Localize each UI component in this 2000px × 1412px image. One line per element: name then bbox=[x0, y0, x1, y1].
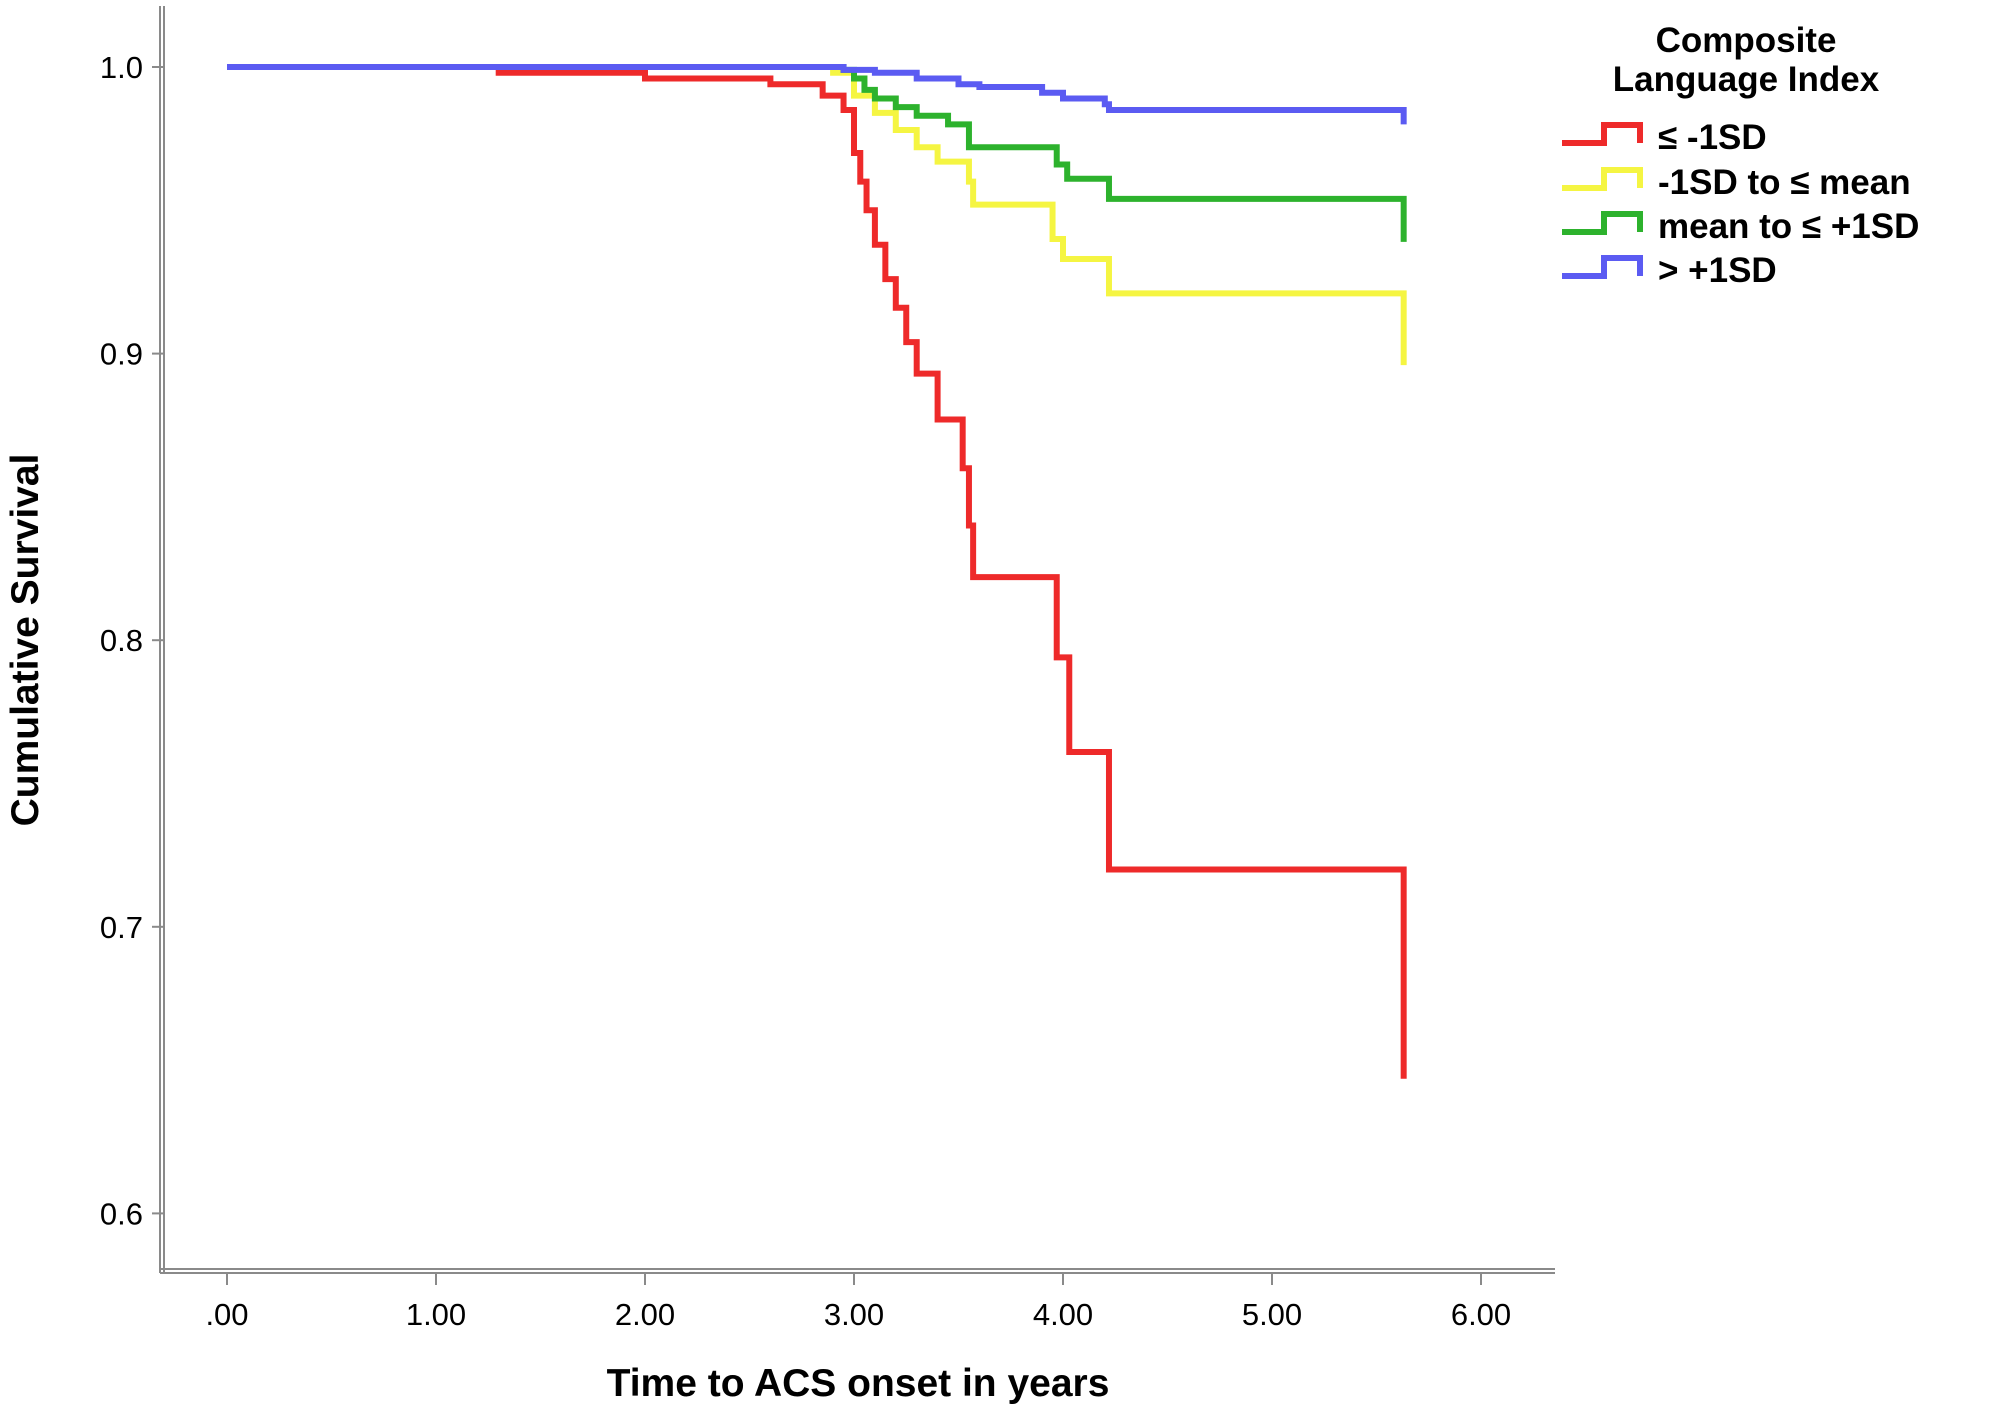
x-tick-label: 1.00 bbox=[406, 1297, 466, 1332]
y-tick-label: 0.7 bbox=[100, 910, 143, 945]
y-tick-label: 1.0 bbox=[100, 50, 143, 85]
series-line-3 bbox=[227, 64, 1407, 242]
legend-title-line-1: Composite bbox=[1656, 21, 1837, 60]
x-tick-label: 4.00 bbox=[1033, 1297, 1093, 1332]
x-axis-ticks: .00 1.00 2.00 3.00 4.00 5.00 6.00 bbox=[205, 1273, 1511, 1332]
x-tick-label: 6.00 bbox=[1451, 1297, 1511, 1332]
series-line-2 bbox=[227, 64, 1407, 366]
series-line-4 bbox=[227, 64, 1407, 125]
y-tick-label: 0.9 bbox=[100, 337, 143, 372]
x-tick-label: 3.00 bbox=[824, 1297, 884, 1332]
y-axis-title: Cumulative Survival bbox=[4, 454, 47, 827]
x-tick-label: 2.00 bbox=[615, 1297, 675, 1332]
legend-symbol-3 bbox=[1562, 211, 1643, 235]
legend-symbol-2 bbox=[1562, 167, 1643, 191]
y-tick-label: 0.6 bbox=[100, 1196, 143, 1231]
x-tick-label: .00 bbox=[205, 1297, 248, 1332]
legend-symbol-1 bbox=[1562, 122, 1643, 146]
x-axis-title: Time to ACS onset in years bbox=[607, 1362, 1110, 1405]
legend-label-2: -1SD to ≤ mean bbox=[1658, 163, 1911, 202]
series-line-1 bbox=[227, 64, 1407, 1079]
legend-title-line-2: Language Index bbox=[1613, 60, 1880, 99]
legend: Composite Language Index ≤ -1SD -1SD to ≤… bbox=[1562, 21, 1919, 290]
x-tick-label: 5.00 bbox=[1242, 1297, 1302, 1332]
legend-items: ≤ -1SD -1SD to ≤ mean mean to ≤ +1SD > +1SD bbox=[1562, 118, 1919, 290]
legend-label-1: ≤ -1SD bbox=[1658, 118, 1767, 157]
legend-symbol-4 bbox=[1562, 255, 1643, 279]
y-tick-label: 0.8 bbox=[100, 623, 143, 658]
legend-label-4: > +1SD bbox=[1658, 251, 1777, 290]
series-lines bbox=[227, 64, 1407, 1079]
y-axis-ticks: 0.6 0.7 0.8 0.9 1.0 bbox=[100, 50, 164, 1231]
legend-label-3: mean to ≤ +1SD bbox=[1658, 207, 1919, 246]
